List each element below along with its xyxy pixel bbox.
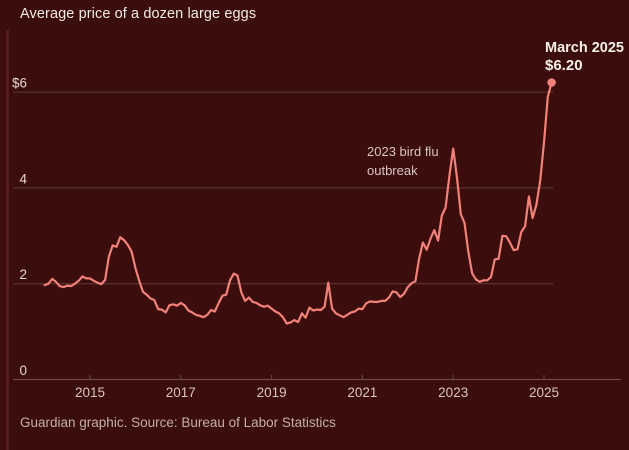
- y-axis-label-4: 4: [19, 171, 27, 186]
- bird-flu-annotation-line2: outbreak: [367, 163, 418, 178]
- endpoint-annotation: March 2025 $6.20: [545, 39, 624, 75]
- x-axis-label-2023: 2023: [438, 385, 468, 400]
- y-axis-label-2: 2: [19, 267, 27, 282]
- source-credit: Guardian graphic. Source: Bureau of Labo…: [20, 415, 336, 430]
- endpoint-date-label: March 2025: [545, 40, 624, 56]
- bird-flu-annotation-line1: 2023 bird flu: [367, 144, 439, 159]
- bird-flu-annotation: 2023 bird flu outbreak: [367, 142, 439, 180]
- x-axis-label-2019: 2019: [257, 385, 287, 400]
- x-axis-label-2021: 2021: [347, 385, 377, 400]
- y-axis-label-$6: $6: [12, 76, 27, 91]
- left-accent-bar: [6, 30, 9, 450]
- x-axis-label-2015: 2015: [75, 385, 105, 400]
- endpoint-value-label: $6.20: [545, 57, 583, 74]
- endpoint-marker: [547, 78, 556, 87]
- x-axis-label-2017: 2017: [166, 385, 196, 400]
- chart-title: Average price of a dozen large eggs: [20, 6, 257, 22]
- x-axis-label-2025: 2025: [529, 385, 559, 400]
- y-axis-label-0: 0: [19, 363, 27, 378]
- price-line: [43, 81, 553, 325]
